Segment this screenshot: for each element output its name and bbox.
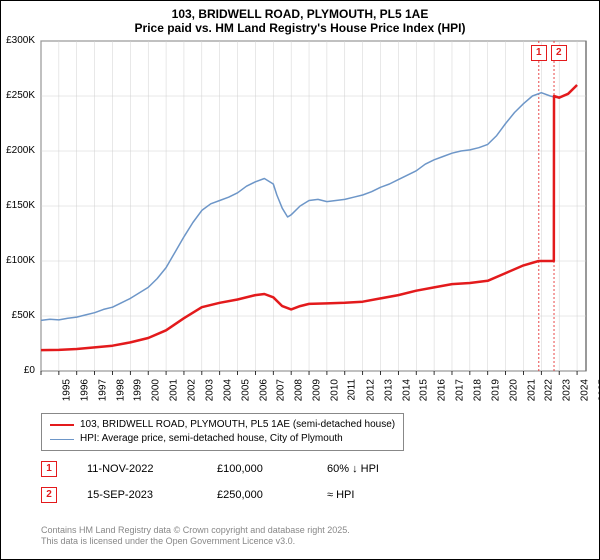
legend-item: HPI: Average price, semi-detached house,…	[50, 432, 395, 446]
x-tick-label: 2009	[311, 379, 322, 401]
legend-item: 103, BRIDWELL ROAD, PLYMOUTH, PL5 1AE (s…	[50, 418, 395, 432]
copyright-line-2: This data is licensed under the Open Gov…	[41, 536, 350, 547]
copyright-line-1: Contains HM Land Registry data © Crown c…	[41, 525, 350, 536]
marker-badge: 1	[41, 461, 57, 477]
x-tick-label: 1995	[61, 379, 72, 401]
legend-label: 103, BRIDWELL ROAD, PLYMOUTH, PL5 1AE (s…	[80, 418, 395, 432]
marker-price: £250,000	[217, 489, 297, 501]
marker-row: 2 15-SEP-2023 £250,000 ≈ HPI	[41, 487, 354, 503]
x-tick-label: 2005	[240, 379, 251, 401]
y-tick-label: £150K	[6, 200, 35, 211]
x-tick-label: 2000	[151, 379, 162, 401]
x-tick-label: 1999	[133, 379, 144, 401]
y-tick-label: £50K	[12, 310, 35, 321]
x-tick-label: 2011	[346, 379, 357, 401]
marker-badge: 2	[551, 45, 567, 61]
x-tick-label: 2006	[258, 379, 269, 401]
legend: 103, BRIDWELL ROAD, PLYMOUTH, PL5 1AE (s…	[41, 413, 404, 451]
marker-row: 1 11-NOV-2022 £100,000 60% ↓ HPI	[41, 461, 379, 477]
x-tick-label: 2016	[436, 379, 447, 401]
x-tick-label: 2015	[419, 379, 430, 401]
marker-badge: 1	[531, 45, 547, 61]
x-tick-label: 2008	[294, 379, 305, 401]
x-tick-label: 1998	[115, 379, 126, 401]
marker-delta: ≈ HPI	[327, 489, 354, 501]
x-tick-label: 2021	[526, 379, 537, 401]
y-tick-label: £250K	[6, 90, 35, 101]
x-tick-label: 2019	[490, 379, 501, 401]
legend-swatch	[50, 424, 74, 426]
x-tick-label: 2022	[544, 379, 555, 401]
chart-svg	[1, 1, 600, 411]
y-tick-label: £300K	[6, 35, 35, 46]
x-tick-label: 2004	[222, 379, 233, 401]
copyright: Contains HM Land Registry data © Crown c…	[41, 525, 350, 547]
x-tick-label: 2001	[168, 379, 179, 401]
marker-delta: 60% ↓ HPI	[327, 463, 379, 475]
marker-price: £100,000	[217, 463, 297, 475]
x-tick-label: 2020	[508, 379, 519, 401]
marker-badges-top: 12	[531, 45, 567, 61]
x-tick-label: 2023	[562, 379, 573, 401]
marker-date: 11-NOV-2022	[87, 463, 187, 475]
x-tick-label: 2007	[276, 379, 287, 401]
marker-date: 15-SEP-2023	[87, 489, 187, 501]
y-tick-label: £0	[24, 365, 35, 376]
x-tick-label: 2018	[472, 379, 483, 401]
y-tick-label: £100K	[6, 255, 35, 266]
legend-swatch	[50, 439, 74, 440]
marker-badge: 2	[41, 487, 57, 503]
x-tick-label: 2014	[401, 379, 412, 401]
x-tick-label: 2012	[365, 379, 376, 401]
y-tick-label: £200K	[6, 145, 35, 156]
x-tick-label: 2002	[186, 379, 197, 401]
legend-label: HPI: Average price, semi-detached house,…	[80, 432, 343, 446]
x-tick-label: 1996	[79, 379, 90, 401]
x-tick-label: 2013	[383, 379, 394, 401]
x-tick-label: 2017	[454, 379, 465, 401]
x-tick-label: 2024	[579, 379, 590, 401]
chart-container: 103, BRIDWELL ROAD, PLYMOUTH, PL5 1AE Pr…	[0, 0, 600, 560]
x-tick-label: 2003	[204, 379, 215, 401]
x-tick-label: 1997	[97, 379, 108, 401]
x-tick-label: 2010	[329, 379, 340, 401]
